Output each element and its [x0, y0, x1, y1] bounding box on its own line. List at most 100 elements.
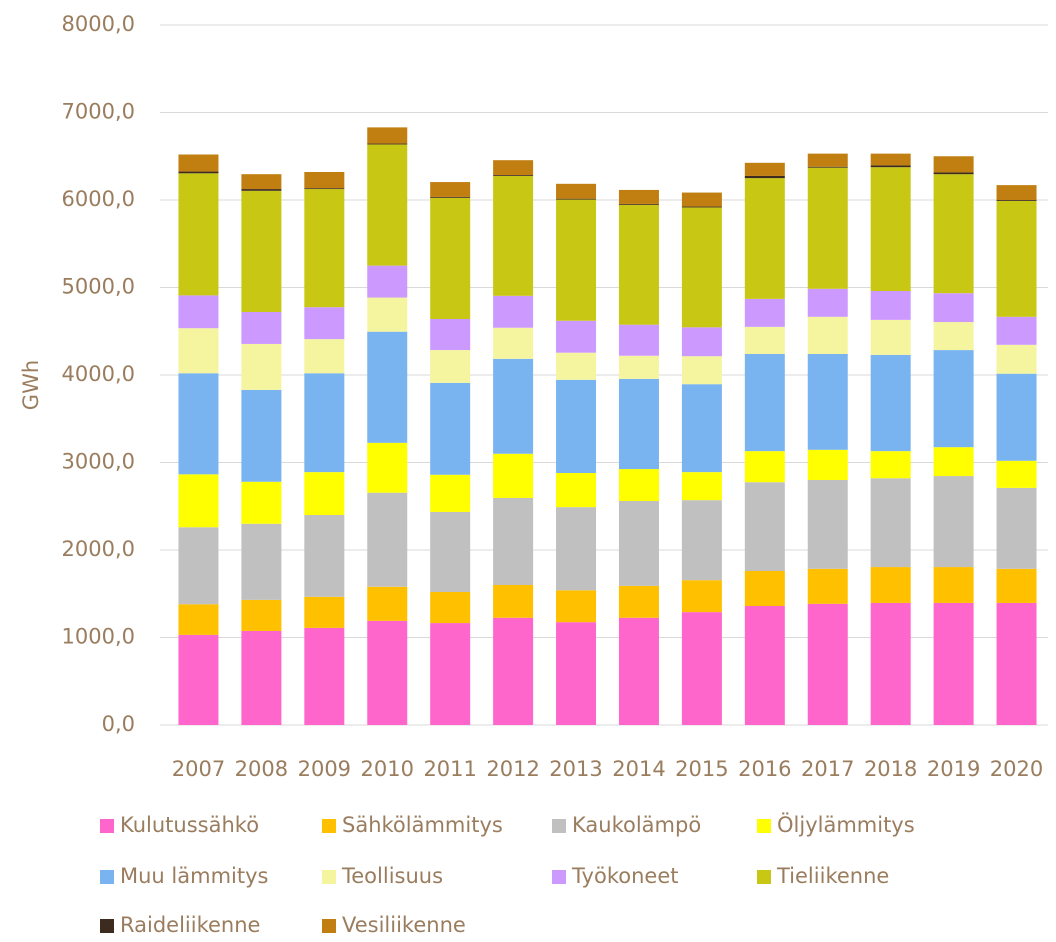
bar-segment — [304, 172, 345, 189]
bar-segment — [556, 622, 597, 725]
legend-label: Kulutussähkö — [120, 813, 259, 837]
bar-segment — [618, 501, 659, 586]
bar-segment — [744, 162, 785, 176]
x-tick-label: 2007 — [172, 757, 225, 781]
bar-segment — [304, 339, 345, 374]
bar-segment — [618, 204, 659, 325]
bar-segment — [430, 197, 471, 319]
bar-segment — [681, 206, 722, 208]
bar-segment — [618, 203, 659, 205]
bar-segment — [556, 352, 597, 380]
bar-segment — [367, 143, 408, 145]
bar-segment — [681, 192, 722, 207]
bar-segment — [367, 127, 408, 144]
bar-segment — [807, 568, 848, 604]
bar-segment — [430, 196, 471, 198]
bar-segment — [556, 590, 597, 623]
bar-segment — [996, 602, 1037, 725]
bar-segment — [304, 515, 345, 597]
bar-segment — [744, 178, 785, 299]
bar-segment — [996, 487, 1037, 569]
bar-segment — [744, 451, 785, 483]
bar-segment — [430, 511, 471, 592]
x-tick-label: 2010 — [361, 757, 414, 781]
x-tick-label: 2017 — [801, 757, 854, 781]
x-tick-label: 2020 — [990, 757, 1043, 781]
bar-segment — [304, 307, 345, 340]
bar-segment — [241, 523, 282, 600]
legend-label: Öljylämmitys — [777, 812, 915, 837]
bar-segment — [996, 316, 1037, 345]
legend-swatch — [100, 870, 114, 884]
bar-segment — [618, 355, 659, 379]
bar-segment — [556, 473, 597, 508]
legend-label: Kaukolämpö — [572, 813, 701, 837]
bar-segment — [178, 328, 219, 374]
bar-segment — [241, 481, 282, 524]
x-tick-label: 2014 — [612, 757, 665, 781]
bar-segment — [556, 199, 597, 321]
bar-segment — [870, 319, 911, 355]
bar-segment — [681, 472, 722, 501]
y-tick-label: 4000,0 — [62, 362, 135, 386]
bar-segment — [618, 378, 659, 470]
bar-segment — [807, 153, 848, 167]
bar-segment — [996, 373, 1037, 461]
bar-segment — [367, 265, 408, 298]
y-tick-label: 1000,0 — [62, 625, 135, 649]
bar-segment — [996, 200, 1037, 201]
bar-segment — [996, 200, 1037, 317]
bar-segment — [933, 602, 974, 725]
bar-segment — [430, 319, 471, 351]
bar-segment — [304, 373, 345, 473]
legend-swatch — [322, 870, 336, 884]
bar-segment — [178, 527, 219, 605]
legend-label: Raideliikenne — [120, 913, 260, 937]
bar-segment — [807, 354, 848, 450]
bar-segment — [870, 478, 911, 568]
bar-segment — [178, 474, 219, 528]
bar-segment — [807, 603, 848, 725]
bar-segment — [744, 482, 785, 571]
legend-swatch — [100, 919, 114, 933]
x-tick-label: 2016 — [738, 757, 791, 781]
bar-segment — [304, 188, 345, 190]
bar-segment — [870, 567, 911, 603]
legend-label: Muu lämmitys — [120, 864, 268, 888]
bar-segment — [493, 358, 534, 454]
legend-swatch — [100, 819, 114, 833]
bar-segment — [744, 298, 785, 327]
bar-segment — [807, 166, 848, 168]
bar-segment — [807, 167, 848, 289]
x-tick-label: 2019 — [927, 757, 980, 781]
y-tick-label: 6000,0 — [62, 187, 135, 211]
bar-segment — [493, 497, 534, 585]
bar-segment — [681, 327, 722, 357]
bar-segment — [618, 324, 659, 356]
bar-segment — [430, 623, 471, 725]
legend-label: Vesiliikenne — [342, 913, 466, 937]
bar-segment — [744, 571, 785, 606]
legend-label: Sähkölämmitys — [342, 813, 503, 837]
x-tick-label: 2018 — [864, 757, 917, 781]
bar-segment — [933, 447, 974, 477]
bar-segment — [241, 389, 282, 482]
bar-segment — [933, 293, 974, 323]
legend-label: Tieliikenne — [776, 864, 889, 888]
bar-segment — [996, 344, 1037, 374]
bar-segment — [178, 373, 219, 475]
bar-segment — [241, 599, 282, 631]
legend-swatch — [757, 870, 771, 884]
bar-segment — [178, 171, 219, 174]
bar-segment — [367, 442, 408, 493]
bar-segment — [367, 586, 408, 621]
y-tick-label: 5000,0 — [62, 275, 135, 299]
bar-segment — [807, 449, 848, 480]
bar-segment — [681, 580, 722, 613]
bar-segment — [556, 379, 597, 473]
bar-segment — [430, 592, 471, 624]
bar-segment — [241, 343, 282, 390]
bar-segment — [681, 500, 722, 581]
x-tick-label: 2008 — [235, 757, 288, 781]
x-tick-label: 2011 — [423, 757, 476, 781]
